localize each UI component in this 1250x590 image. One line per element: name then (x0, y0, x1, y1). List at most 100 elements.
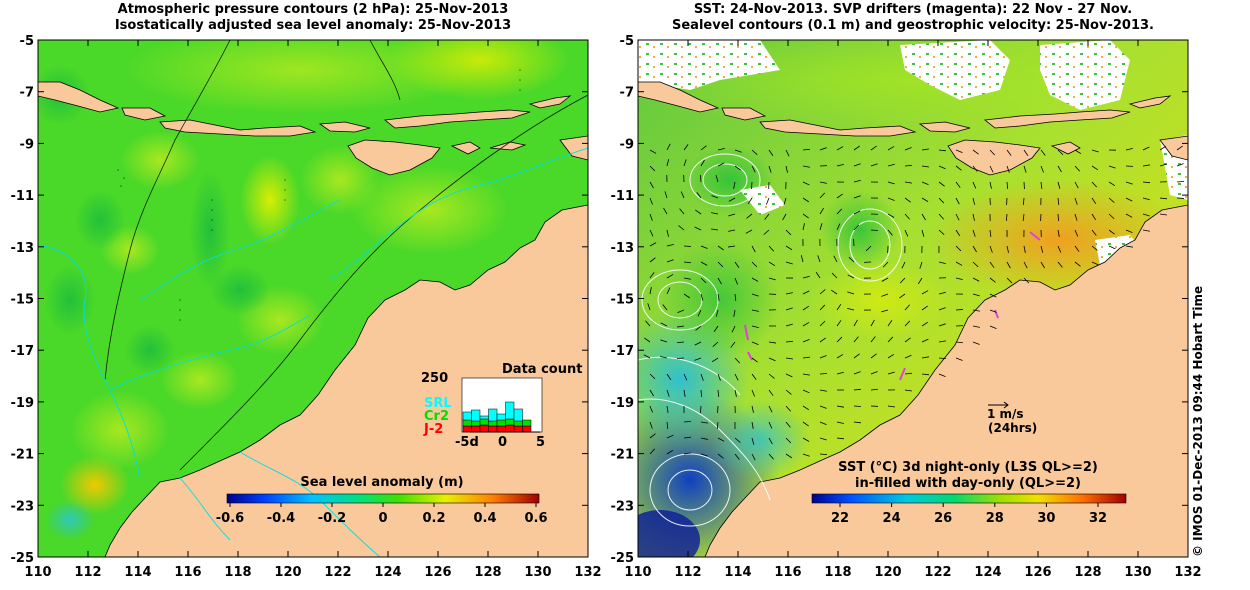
velocity-arrow (819, 304, 826, 311)
velocity-arrow (847, 274, 855, 279)
velocity-arrow (715, 309, 719, 317)
velocity-arrow (697, 309, 702, 317)
imos-credit: © IMOS 01-Dec-2013 09:44 Hobart Time (1191, 285, 1205, 557)
x-tick-label: 112 (674, 565, 701, 580)
velocity-arrow (649, 181, 654, 189)
velocity-arrow (1159, 145, 1167, 151)
data-count-tick-minus5: -5d (455, 435, 479, 450)
velocity-arrow (887, 197, 895, 201)
velocity-arrow (734, 373, 739, 381)
data-count-inset: Data count 250 SRL Cr2 J-2 -5d 0 5 (421, 362, 582, 450)
velocity-arrow (853, 145, 860, 151)
velocity-arrow (1091, 149, 1099, 153)
velocity-arrow (700, 389, 703, 398)
velocity-arrow (904, 229, 909, 237)
velocity-arrow (887, 163, 895, 167)
colorbar-tick-label: 0.2 (422, 511, 445, 526)
velocity-arrow (734, 453, 740, 460)
sst-colorbar-title-line2: in-filled with day-only (QL>=2) (855, 476, 1081, 491)
velocity-arrow (853, 224, 860, 231)
velocity-arrow (921, 290, 929, 295)
velocity-arrow (768, 421, 773, 429)
left-land (38, 81, 588, 557)
sst-colorbar-ticks: 22 24 26 28 30 32 (831, 503, 1107, 526)
velocity-arrow (972, 181, 977, 189)
velocity-arrow (747, 197, 753, 205)
velocity-arrow (921, 229, 925, 237)
x-tick-label: 130 (524, 565, 551, 580)
velocity-arrow (899, 277, 906, 284)
velocity-arrow (870, 353, 877, 359)
velocity-arrow (649, 433, 656, 439)
velocity-arrow (1108, 245, 1116, 250)
velocity-arrow (802, 405, 810, 411)
sst-colorbar-title-line1: SST (°C) 3d night-only (L3S QL>=2) (838, 460, 1098, 475)
velocity-arrow (819, 337, 826, 343)
velocity-arrow (711, 212, 719, 215)
right-title-line1: SST: 24-Nov-2013. SVP drifters (magenta)… (693, 2, 1133, 17)
velocity-arrow (734, 165, 741, 171)
velocity-arrow (785, 261, 793, 265)
velocity-arrow (955, 245, 962, 252)
velocity-arrow (819, 192, 826, 199)
data-count-bar-j2 (479, 424, 489, 433)
velocity-arrow (887, 371, 895, 375)
data-count-bar-j2 (471, 425, 481, 433)
velocity-arrow (677, 325, 685, 328)
velocity-arrow (1023, 149, 1029, 157)
velocity-scale: 1 m/s (24hrs) (987, 401, 1037, 435)
velocity-arrow (678, 225, 685, 231)
y-tick-label: -23 (11, 499, 35, 514)
velocity-arrow (955, 261, 963, 266)
velocity-arrow (666, 229, 669, 237)
velocity-arrow (649, 242, 657, 247)
velocity-arrow (887, 181, 895, 185)
velocity-arrow (1057, 261, 1063, 268)
velocity-arrow (734, 437, 741, 443)
colorbar-tick-label: 22 (831, 511, 849, 526)
x-tick-label: 126 (424, 565, 451, 580)
velocity-arrow (881, 277, 889, 282)
velocity-arrow (802, 305, 810, 311)
velocity-arrow (649, 405, 653, 413)
velocity-arrow (745, 229, 753, 234)
velocity-arrow (730, 341, 736, 348)
velocity-arrow (819, 373, 828, 375)
velocity-arrow (700, 293, 704, 301)
velocity-arrow (1006, 181, 1009, 190)
velocity-arrow (751, 181, 753, 190)
velocity-arrow (694, 226, 702, 231)
velocity-arrow (1006, 149, 1012, 156)
y-tick-label: -25 (11, 551, 35, 566)
left-axes: 110 112 114 116 118 120 122 124 126 128 130 132 -5 -7… (11, 34, 602, 580)
velocity-arrow (696, 192, 702, 199)
sla-colorbar-ramp (226, 493, 540, 504)
velocity-arrow (1176, 180, 1185, 183)
velocity-arrow (904, 389, 912, 392)
velocity-arrow (715, 175, 719, 183)
velocity-arrow (972, 325, 980, 328)
velocity-arrow (938, 307, 946, 311)
velocity-arrow (989, 229, 992, 237)
velocity-arrow (853, 319, 858, 327)
velocity-arrow (751, 293, 759, 297)
velocity-arrow (683, 144, 689, 151)
velocity-arrow (666, 405, 669, 413)
right-title-line2: Sealevel contours (0.1 m) and geostrophi… (672, 18, 1154, 33)
velocity-arrow (695, 325, 702, 331)
velocity-arrow (1142, 229, 1150, 232)
data-count-bar-cr2 (462, 419, 472, 427)
velocity-arrow (1057, 245, 1062, 253)
x-tick-label: 124 (974, 565, 1001, 580)
velocity-arrow (1091, 181, 1098, 188)
velocity-arrow (847, 307, 855, 311)
velocity-arrow (711, 357, 719, 363)
velocity-scale-duration: (24hrs) (988, 421, 1037, 435)
velocity-arrow (768, 453, 774, 460)
velocity-arrow (683, 436, 691, 439)
velocity-arrow (751, 373, 757, 380)
velocity-arrow (768, 277, 776, 281)
velocity-arrow (751, 453, 756, 461)
velocity-arrow (649, 389, 654, 397)
velocity-arrow (683, 245, 692, 247)
